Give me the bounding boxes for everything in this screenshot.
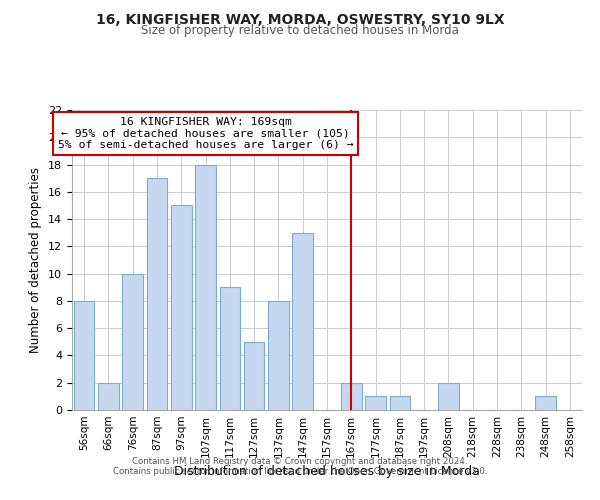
Text: Contains HM Land Registry data © Crown copyright and database right 2024.: Contains HM Land Registry data © Crown c…	[132, 458, 468, 466]
Text: 16 KINGFISHER WAY: 169sqm
← 95% of detached houses are smaller (105)
5% of semi-: 16 KINGFISHER WAY: 169sqm ← 95% of detac…	[58, 117, 353, 150]
Bar	[220, 288, 240, 410]
Bar	[195, 164, 216, 410]
Bar	[535, 396, 556, 410]
Bar	[98, 382, 119, 410]
Bar	[74, 301, 94, 410]
Y-axis label: Number of detached properties: Number of detached properties	[29, 167, 43, 353]
Text: Size of property relative to detached houses in Morda: Size of property relative to detached ho…	[141, 24, 459, 37]
Text: 16, KINGFISHER WAY, MORDA, OSWESTRY, SY10 9LX: 16, KINGFISHER WAY, MORDA, OSWESTRY, SY1…	[95, 12, 505, 26]
Bar	[244, 342, 265, 410]
X-axis label: Distribution of detached houses by size in Morda: Distribution of detached houses by size …	[174, 466, 480, 478]
Bar	[341, 382, 362, 410]
Bar	[438, 382, 459, 410]
Bar	[365, 396, 386, 410]
Bar	[146, 178, 167, 410]
Bar	[268, 301, 289, 410]
Bar	[292, 232, 313, 410]
Bar	[389, 396, 410, 410]
Bar	[171, 206, 191, 410]
Bar	[122, 274, 143, 410]
Text: Contains public sector information licensed under the Open Government Licence v3: Contains public sector information licen…	[113, 468, 487, 476]
